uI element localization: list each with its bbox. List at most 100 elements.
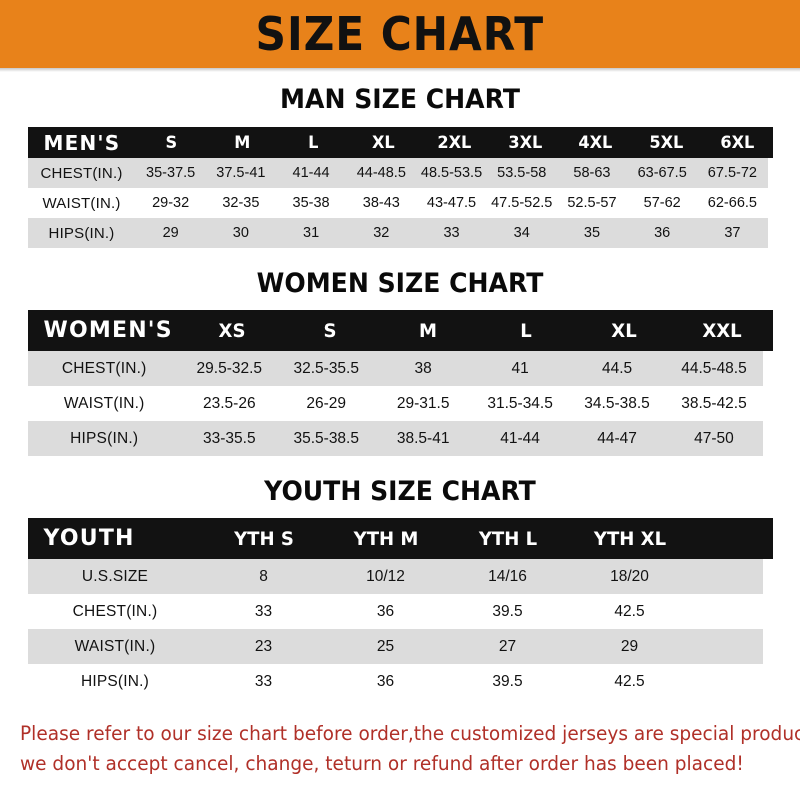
youth-measurement-cell: 36 bbox=[376, 602, 395, 620]
men-measurement-cell: 37.5-41 bbox=[216, 165, 266, 181]
men-measurement-cell: 29 bbox=[162, 225, 179, 241]
women-measurement-cell: 41-44 bbox=[500, 429, 540, 447]
banner-shadow-divider bbox=[0, 68, 800, 72]
men-size-column-header: 6XL bbox=[720, 132, 755, 153]
youth-table-row: CHEST(IN.) 33 36 39.5 42.5 bbox=[27, 594, 763, 629]
women-size-column-header: XXL bbox=[701, 319, 742, 342]
men-table-row: CHEST(IN.) 35-37.5 37.5-41 41-44 44-48.5 48.5… bbox=[27, 158, 768, 188]
youth-size-column-header: YTH M bbox=[353, 527, 418, 550]
women-measurement-cell: 38.5-41 bbox=[396, 429, 450, 447]
youth-row-label: HIPS(IN.) bbox=[80, 672, 150, 690]
disclaimer-line-2: we don't accept cancel, change, teturn o… bbox=[20, 752, 744, 775]
youth-size-column-header: YTH S bbox=[233, 527, 294, 550]
youth-table-body: U.S.SIZE 8 10/12 14/16 18/20 CHEST(IN.) 33 36 39… bbox=[27, 559, 773, 699]
men-measurement-cell: 32-35 bbox=[222, 195, 260, 211]
women-table-header-row: WOMEN'S XS S M L XL XXL bbox=[27, 310, 773, 351]
men-measurement-cell: 35-37.5 bbox=[146, 165, 196, 181]
women-size-section: WOMEN SIZE CHART WOMEN'S XS S M L XL XXL CHEST… bbox=[0, 270, 800, 456]
youth-size-section: YOUTH SIZE CHART YOUTH YTH S YTH M YTH L YTH… bbox=[0, 478, 800, 699]
youth-row-label: WAIST(IN.) bbox=[74, 637, 156, 655]
men-measurement-cell: 29-32 bbox=[152, 195, 190, 211]
men-size-section: MAN SIZE CHART MEN'S S M L XL 2XL 3XL 4XL 5XL 6XL… bbox=[0, 86, 800, 248]
women-measurement-cell: 34.5-38.5 bbox=[584, 394, 650, 412]
men-measurement-cell: 30 bbox=[232, 225, 249, 241]
size-chart-banner: SIZE CHART bbox=[0, 0, 800, 68]
youth-table-row: U.S.SIZE 8 10/12 14/16 18/20 bbox=[27, 559, 763, 594]
youth-row-label: CHEST(IN.) bbox=[72, 602, 158, 620]
men-measurement-cell: 53.5-58 bbox=[497, 165, 547, 181]
youth-table-row: WAIST(IN.) 23 25 27 29 bbox=[27, 629, 763, 664]
youth-size-column-header: YTH L bbox=[478, 527, 537, 550]
youth-table-header-row: YOUTH YTH S YTH M YTH L YTH XL bbox=[27, 518, 773, 559]
youth-measurement-cell: 36 bbox=[376, 672, 395, 690]
men-measurement-cell: 35-38 bbox=[292, 195, 330, 211]
men-measurement-cell: 33 bbox=[443, 225, 460, 241]
men-size-column-header: S bbox=[165, 132, 178, 153]
women-section-title: WOMEN SIZE CHART bbox=[256, 268, 544, 299]
men-size-table: MEN'S S M L XL 2XL 3XL 4XL 5XL 6XL CHEST(IN.) 35-3… bbox=[27, 127, 773, 248]
men-measurement-cell: 44-48.5 bbox=[356, 165, 406, 181]
men-measurement-cell: 63-67.5 bbox=[637, 165, 687, 181]
disclaimer-line-1: Please refer to our size chart before or… bbox=[20, 722, 800, 745]
women-table-body: CHEST(IN.) 29.5-32.5 32.5-35.5 38 41 44.5 44.5… bbox=[27, 351, 773, 456]
women-measurement-cell: 23.5-26 bbox=[203, 394, 256, 412]
women-table-row: CHEST(IN.) 29.5-32.5 32.5-35.5 38 41 44.5 44.5… bbox=[27, 351, 763, 386]
women-size-column-header: S bbox=[322, 319, 337, 342]
women-size-column-header: XS bbox=[218, 319, 245, 342]
men-size-column-header: 2XL bbox=[437, 132, 472, 153]
men-table-body: CHEST(IN.) 35-37.5 37.5-41 41-44 44-48.5 48.5… bbox=[27, 158, 773, 248]
men-header-label: MEN'S bbox=[43, 130, 121, 155]
men-row-label: CHEST(IN.) bbox=[40, 164, 123, 182]
women-row-label: WAIST(IN.) bbox=[63, 394, 145, 412]
youth-measurement-cell: 42.5 bbox=[614, 672, 645, 690]
youth-measurement-cell: 33 bbox=[254, 602, 273, 620]
youth-measurement-cell: 25 bbox=[376, 637, 395, 655]
women-row-label: HIPS(IN.) bbox=[70, 429, 139, 447]
women-measurement-cell: 32.5-35.5 bbox=[293, 359, 359, 377]
men-measurement-cell: 37 bbox=[724, 225, 741, 241]
women-size-column-header: M bbox=[418, 319, 437, 342]
women-measurement-cell: 31.5-34.5 bbox=[487, 394, 553, 412]
youth-header-label: YOUTH bbox=[43, 526, 135, 551]
youth-measurement-cell: 42.5 bbox=[614, 602, 645, 620]
youth-measurement-cell: 14/16 bbox=[488, 567, 527, 585]
youth-section-title: YOUTH SIZE CHART bbox=[264, 476, 536, 507]
men-table-row: WAIST(IN.) 29-32 32-35 35-38 38-43 43-47.5 47.… bbox=[27, 188, 768, 218]
women-header-label: WOMEN'S bbox=[43, 318, 173, 343]
men-measurement-cell: 47.5-52.5 bbox=[491, 195, 553, 211]
youth-row-label: U.S.SIZE bbox=[81, 567, 149, 585]
youth-measurement-cell: 10/12 bbox=[366, 567, 405, 585]
women-table-row: HIPS(IN.) 33-35.5 35.5-38.5 38.5-41 41-44 44-… bbox=[27, 421, 763, 456]
men-size-column-header: L bbox=[307, 132, 319, 153]
men-measurement-cell: 41-44 bbox=[292, 165, 330, 181]
men-measurement-cell: 52.5-57 bbox=[567, 195, 617, 211]
men-measurement-cell: 43-47.5 bbox=[426, 195, 477, 211]
youth-measurement-cell: 39.5 bbox=[492, 672, 523, 690]
youth-measurement-cell: 29 bbox=[620, 637, 639, 655]
women-measurement-cell: 33-35.5 bbox=[203, 429, 256, 447]
women-measurement-cell: 35.5-38.5 bbox=[293, 429, 359, 447]
women-measurement-cell: 44.5-48.5 bbox=[681, 359, 747, 377]
women-measurement-cell: 38 bbox=[414, 359, 432, 377]
youth-measurement-cell: 27 bbox=[498, 637, 517, 655]
men-row-label: WAIST(IN.) bbox=[42, 194, 121, 212]
men-row-label: HIPS(IN.) bbox=[48, 224, 115, 242]
men-measurement-cell: 67.5-72 bbox=[707, 165, 757, 181]
men-measurement-cell: 32 bbox=[373, 225, 390, 241]
youth-table-row: HIPS(IN.) 33 36 39.5 42.5 bbox=[27, 664, 763, 699]
women-size-column-header: XL bbox=[610, 319, 637, 342]
women-row-label: CHEST(IN.) bbox=[61, 359, 147, 377]
page-title: SIZE CHART bbox=[255, 7, 545, 61]
men-table-header-row: MEN'S S M L XL 2XL 3XL 4XL 5XL 6XL bbox=[27, 127, 773, 158]
men-measurement-cell: 38-43 bbox=[362, 195, 400, 211]
men-size-column-header: 3XL bbox=[508, 132, 543, 153]
youth-size-table: YOUTH YTH S YTH M YTH L YTH XL U.S.SIZE 8 10/1… bbox=[27, 518, 773, 699]
men-measurement-cell: 31 bbox=[303, 225, 320, 241]
youth-measurement-cell: 33 bbox=[254, 672, 273, 690]
men-size-column-header: XL bbox=[372, 132, 396, 153]
youth-measurement-cell: 23 bbox=[254, 637, 273, 655]
women-measurement-cell: 29-31.5 bbox=[396, 394, 450, 412]
women-measurement-cell: 29.5-32.5 bbox=[196, 359, 263, 377]
women-measurement-cell: 38.5-42.5 bbox=[681, 394, 747, 412]
women-measurement-cell: 44.5 bbox=[601, 359, 633, 377]
